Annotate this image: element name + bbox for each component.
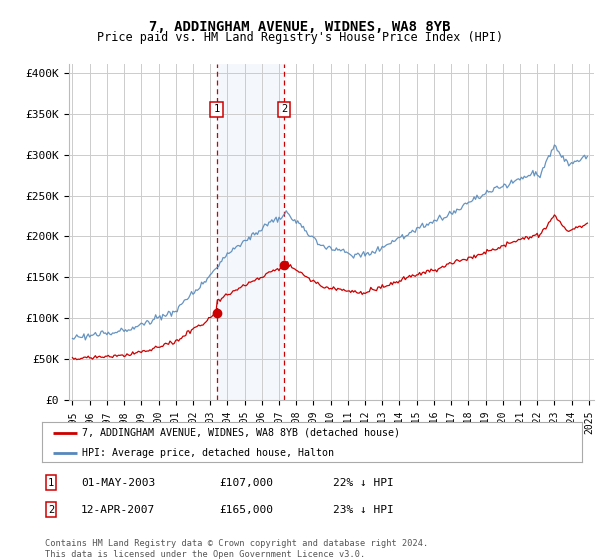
Text: 2: 2 <box>281 105 287 114</box>
Text: Contains HM Land Registry data © Crown copyright and database right 2024.
This d: Contains HM Land Registry data © Crown c… <box>45 539 428 559</box>
Text: 12-APR-2007: 12-APR-2007 <box>81 505 155 515</box>
Text: 7, ADDINGHAM AVENUE, WIDNES, WA8 8YB (detached house): 7, ADDINGHAM AVENUE, WIDNES, WA8 8YB (de… <box>83 428 401 438</box>
Text: 2: 2 <box>48 505 54 515</box>
Text: 23% ↓ HPI: 23% ↓ HPI <box>333 505 394 515</box>
Text: £107,000: £107,000 <box>219 478 273 488</box>
Text: HPI: Average price, detached house, Halton: HPI: Average price, detached house, Halt… <box>83 448 335 458</box>
Text: 1: 1 <box>48 478 54 488</box>
Bar <box>217 64 284 400</box>
Text: 1: 1 <box>214 105 220 114</box>
Text: Price paid vs. HM Land Registry's House Price Index (HPI): Price paid vs. HM Land Registry's House … <box>97 31 503 44</box>
Text: £165,000: £165,000 <box>219 505 273 515</box>
Text: 01-MAY-2003: 01-MAY-2003 <box>81 478 155 488</box>
Text: 22% ↓ HPI: 22% ↓ HPI <box>333 478 394 488</box>
Text: 7, ADDINGHAM AVENUE, WIDNES, WA8 8YB: 7, ADDINGHAM AVENUE, WIDNES, WA8 8YB <box>149 20 451 34</box>
